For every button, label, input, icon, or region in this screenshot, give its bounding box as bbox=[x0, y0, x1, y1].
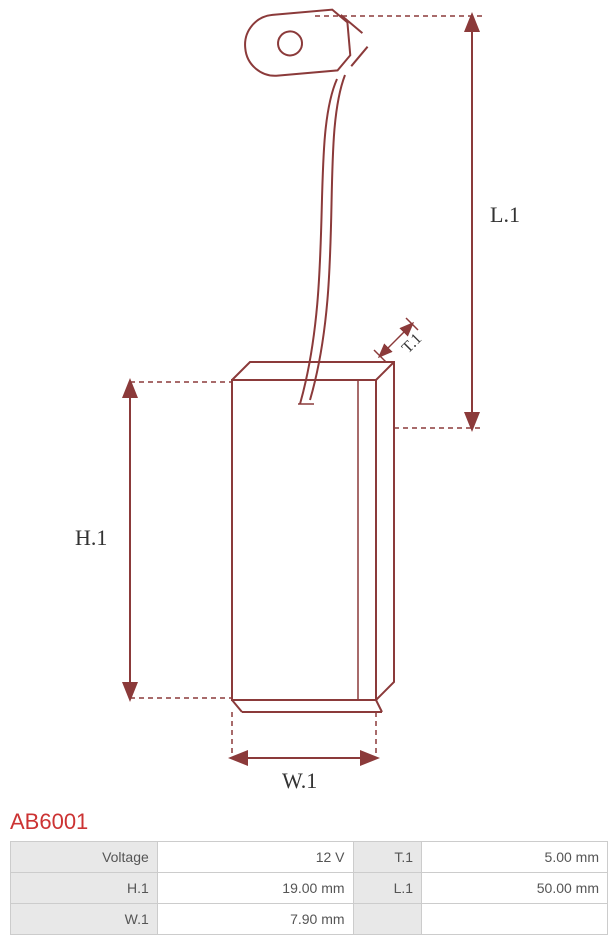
table-row: H.119.00 mmL.150.00 mm bbox=[11, 873, 608, 904]
spec-label: W.1 bbox=[11, 904, 158, 935]
svg-text:H.1: H.1 bbox=[75, 525, 107, 550]
spec-value: 19.00 mm bbox=[157, 873, 353, 904]
table-row: W.17.90 mm bbox=[11, 904, 608, 935]
spec-label: L.1 bbox=[353, 873, 422, 904]
spec-label: H.1 bbox=[11, 873, 158, 904]
part-number: AB6001 bbox=[0, 805, 608, 841]
spec-label: Voltage bbox=[11, 842, 158, 873]
spec-value: 7.90 mm bbox=[157, 904, 353, 935]
spec-table: Voltage12 VT.15.00 mmH.119.00 mmL.150.00… bbox=[10, 841, 608, 935]
technical-diagram: H.1W.1L.1T.1 bbox=[0, 0, 608, 805]
spec-label bbox=[353, 904, 422, 935]
spec-value: 5.00 mm bbox=[422, 842, 608, 873]
spec-value: 50.00 mm bbox=[422, 873, 608, 904]
svg-text:W.1: W.1 bbox=[282, 768, 317, 793]
spec-value: 12 V bbox=[157, 842, 353, 873]
table-row: Voltage12 VT.15.00 mm bbox=[11, 842, 608, 873]
spec-label: T.1 bbox=[353, 842, 422, 873]
spec-value bbox=[422, 904, 608, 935]
svg-text:L.1: L.1 bbox=[490, 202, 520, 227]
